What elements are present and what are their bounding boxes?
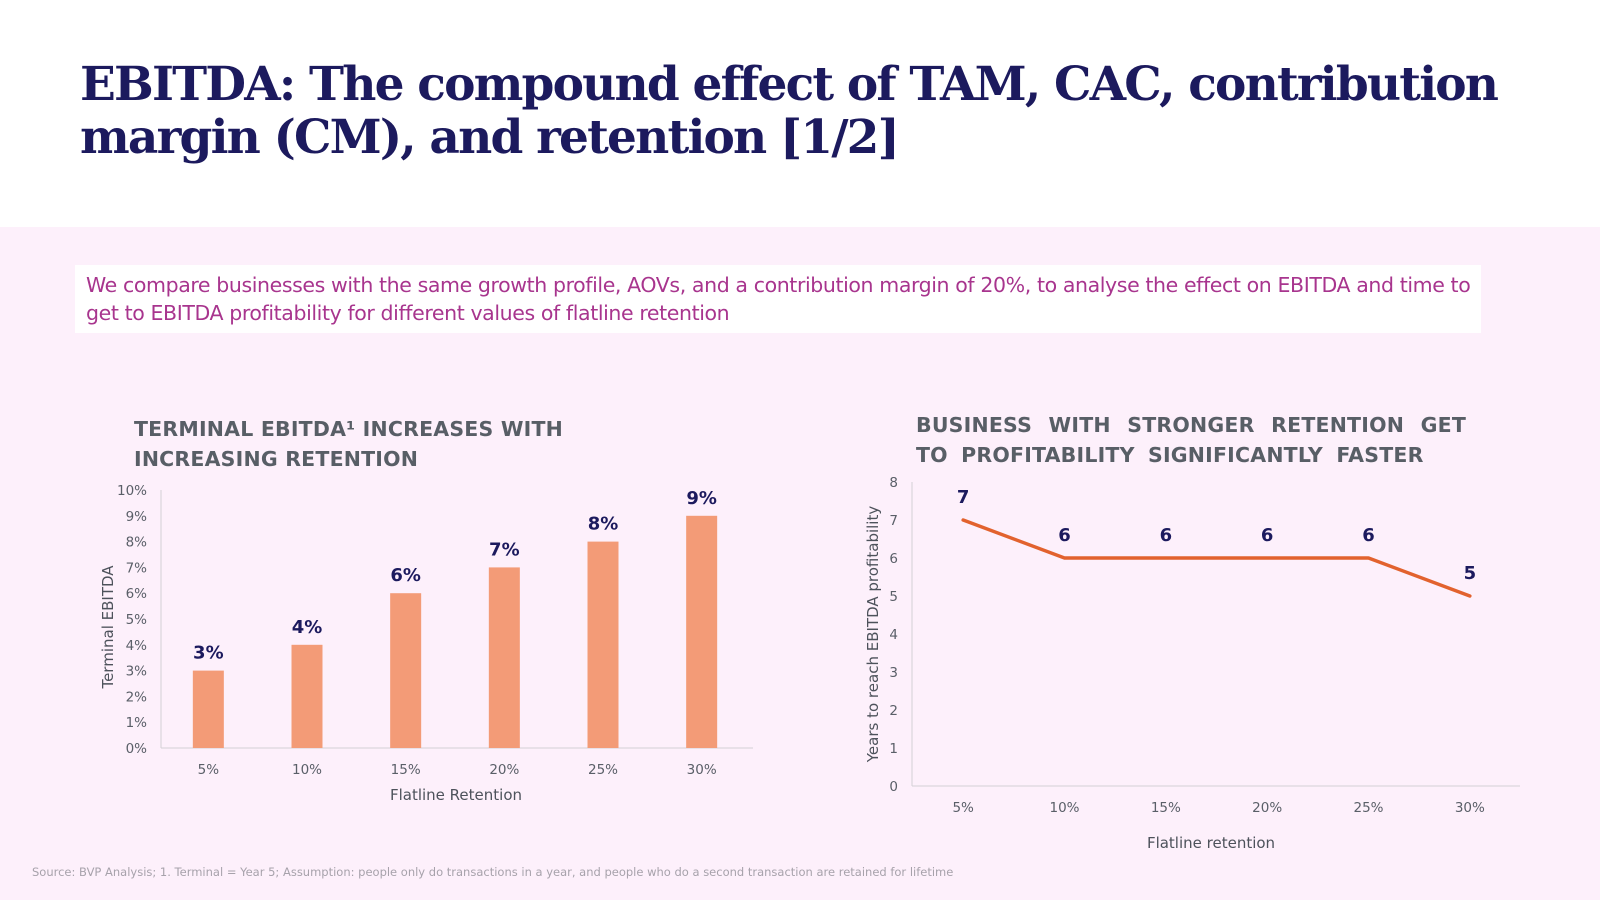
- line-data-label: 6: [1362, 525, 1375, 546]
- x-tick-label: 5%: [952, 800, 974, 816]
- x-tick-label: 10%: [1049, 800, 1079, 816]
- y-tick-label: 1: [889, 741, 898, 757]
- bar-data-label: 6%: [390, 565, 421, 586]
- y-tick-label: 3: [889, 665, 898, 681]
- line-chart-title: BUSINESS WITH STRONGER RETENTION GET TO …: [916, 413, 1466, 467]
- y-tick-label: 0: [889, 779, 898, 795]
- source-footnote: Source: BVP Analysis; 1. Terminal = Year…: [32, 865, 954, 879]
- y-tick-label: 2%: [126, 689, 148, 705]
- y-tick-label: 5%: [126, 612, 148, 628]
- bar-chart-title: TERMINAL EBITDA¹ INCREASES WITH INCREASI…: [134, 417, 563, 471]
- x-axis-title: Flatline Retention: [390, 786, 522, 804]
- content-panel: [0, 227, 1600, 900]
- y-axis-title: Terminal EBITDA: [99, 565, 117, 690]
- bar-data-label: 8%: [588, 514, 619, 535]
- bar-data-label: 7%: [489, 539, 520, 560]
- bar: [488, 567, 520, 748]
- y-tick-label: 4: [889, 627, 898, 643]
- x-tick-label: 25%: [588, 762, 618, 778]
- y-axis-title: Years to reach EBITDA profitability: [864, 506, 882, 764]
- x-tick-label: 25%: [1353, 800, 1383, 816]
- callout-box: We compare businesses with the same grow…: [75, 265, 1481, 333]
- x-tick-label: 15%: [391, 762, 421, 778]
- terminal-ebitda-bar-chart: 0% 1% 2% 3% 4% 5% 6% 7% 8% 9% 10% 3% 5% 4% 10% 6% 15% 7% 2…: [99, 483, 753, 804]
- y-tick-label: 8%: [126, 535, 148, 551]
- x-tick-label: 20%: [489, 762, 519, 778]
- bar: [291, 644, 323, 748]
- y-tick-label: 3%: [126, 664, 148, 680]
- years-to-profitability-line-chart: 0 1 2 3 4 5 6 7 8 7 5% 6 10% 6 15% 6 20% 6 25% 5 30% Flatline…: [864, 475, 1520, 852]
- line-data-label: 6: [1160, 525, 1173, 546]
- y-tick-label: 6%: [126, 586, 148, 602]
- callout-text: We compare businesses with the same grow…: [86, 273, 1471, 325]
- y-tick-label: 4%: [126, 638, 148, 654]
- y-tick-label: 2: [889, 703, 898, 719]
- line-data-label: 6: [1261, 525, 1274, 546]
- line-data-label: 7: [957, 487, 970, 508]
- x-axis-title: Flatline retention: [1147, 834, 1275, 852]
- slide-title: EBITDA: The compound effect of TAM, CAC,…: [80, 57, 1499, 165]
- y-tick-label: 0%: [126, 741, 148, 757]
- bar: [390, 593, 422, 748]
- bar: [587, 541, 619, 748]
- bar-data-label: 4%: [292, 617, 323, 638]
- x-tick-label: 10%: [292, 762, 322, 778]
- x-tick-label: 30%: [1455, 800, 1485, 816]
- x-tick-label: 15%: [1151, 800, 1181, 816]
- y-tick-label: 6: [889, 551, 898, 567]
- x-tick-label: 20%: [1252, 800, 1282, 816]
- y-tick-label: 10%: [117, 483, 147, 499]
- bar-data-label: 9%: [686, 488, 717, 509]
- y-tick-label: 8: [889, 475, 898, 491]
- bar: [686, 515, 718, 748]
- bar: [192, 670, 224, 748]
- line-data-label: 5: [1464, 563, 1477, 584]
- series-line: [961, 518, 1472, 598]
- bar-data-label: 3%: [193, 643, 224, 664]
- y-tick-label: 5: [889, 589, 898, 605]
- x-tick-label: 5%: [198, 762, 220, 778]
- x-tick-label: 30%: [687, 762, 717, 778]
- y-tick-label: 7: [889, 513, 898, 529]
- y-tick-label: 9%: [126, 509, 148, 525]
- line-data-label: 6: [1058, 525, 1071, 546]
- y-tick-label: 7%: [126, 560, 148, 576]
- y-tick-label: 1%: [126, 715, 148, 731]
